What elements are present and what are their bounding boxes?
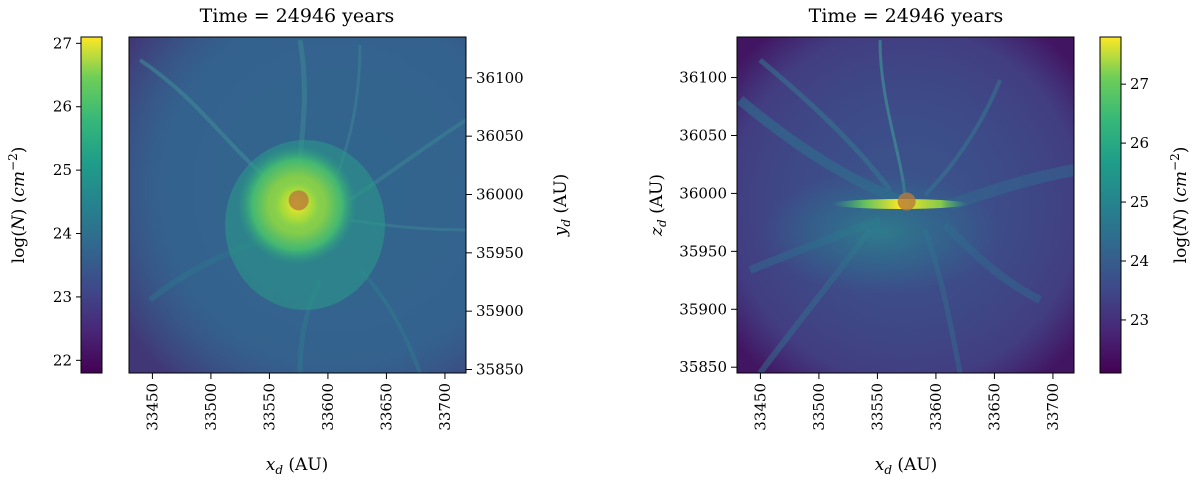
panel-right-y-tick-label: 35950 [679, 242, 727, 260]
panel-right-colorbar [1099, 36, 1122, 374]
panel-right-envelope [760, 170, 1000, 294]
panel-right-y-tick-label: 36100 [679, 69, 727, 87]
panel-left-y-tick-label: 36100 [476, 69, 524, 87]
panel-right-x-tick-label: 33600 [927, 383, 945, 431]
panel-right-x-tick-label: 33550 [868, 383, 886, 431]
panel-left-y-tick-label: 36000 [476, 186, 524, 204]
panel-right-colorbar-tick-label: 26 [1130, 134, 1149, 152]
panel-right-y-ticks: 35850 35900 35950 36000 36050 36100 [679, 69, 737, 376]
panel-left-colorbar-tick-label: 24 [53, 225, 72, 243]
panel-right-colorbar-ticks: 23 24 25 26 27 [1121, 75, 1149, 329]
panel-right-y-tick-label: 36050 [679, 126, 727, 144]
panel-left-colorbar-tick-label: 27 [53, 34, 72, 52]
panel-right-title: Time = 24946 years [809, 5, 1004, 27]
panel-left-ylabel: yd (AU) [551, 174, 573, 238]
panel-right-y-tick-label: 36000 [679, 184, 727, 202]
panel-left: Time = 24946 years 33450 33500 33550 33600 3… [6, 5, 573, 477]
panel-left-colorbar-ticks: 22 23 24 25 26 27 [53, 34, 81, 369]
panel-right-x-tick-label: 33500 [810, 383, 828, 431]
panel-left-x-tick-label: 33650 [377, 383, 395, 431]
panel-left-x-ticks: 33450 33500 33550 33600 33650 33700 [143, 373, 454, 431]
panel-right-y-tick-label: 35900 [679, 300, 727, 318]
panel-left-x-tick-label: 33700 [436, 383, 454, 431]
panel-right-xlabel: xd (AU) [875, 455, 938, 477]
panel-left-colorbar-tick-label: 26 [53, 98, 72, 116]
panel-right: Time = 24946 years 33450 33500 33550 33600 3… [647, 5, 1191, 477]
panel-right-x-ticks: 33450 33500 33550 33600 33650 33700 [751, 373, 1062, 431]
panel-left-colorbar-tick-label: 25 [53, 161, 72, 179]
panel-left-y-tick-label: 35900 [476, 302, 524, 320]
panel-left-y-tick-label: 35950 [476, 244, 524, 262]
panel-right-x-tick-label: 33700 [1044, 383, 1062, 431]
panel-left-xlabel: xd (AU) [266, 455, 329, 477]
panel-left-x-tick-label: 33550 [260, 383, 278, 431]
panel-left-y-tick-label: 35850 [476, 361, 524, 379]
panel-right-colorbar-tick-label: 24 [1130, 252, 1149, 270]
panel-left-colorbar [80, 36, 103, 374]
panel-left-colorbar-tick-label: 23 [53, 288, 72, 306]
panel-right-colorbar-tick-label: 27 [1130, 75, 1149, 93]
panel-left-x-tick-label: 33500 [202, 383, 220, 431]
panel-left-y-tick-label: 36050 [476, 127, 524, 145]
panel-right-star-marker [897, 192, 916, 211]
panel-left-x-tick-label: 33450 [143, 383, 161, 431]
panel-right-ylabel: zd (AU) [647, 174, 669, 237]
panel-right-colorbar-tick-label: 23 [1130, 311, 1149, 329]
panel-right-y-tick-label: 35850 [679, 358, 727, 376]
panel-right-colorbar-label: log(N) (cm−2) [1168, 147, 1191, 264]
panel-left-colorbar-tick-label: 22 [53, 351, 72, 369]
panel-left-title: Time = 24946 years [200, 5, 395, 27]
panel-left-x-tick-label: 33600 [319, 383, 337, 431]
panel-right-colorbar-tick-label: 25 [1130, 193, 1149, 211]
panel-left-colorbar-label: log(N) (cm−2) [6, 147, 29, 264]
panel-right-x-tick-label: 33450 [751, 383, 769, 431]
panel-left-star-marker [288, 190, 309, 211]
panel-right-x-tick-label: 33650 [985, 383, 1003, 431]
panel-left-y-ticks: 35850 35900 35950 36000 36050 36100 [466, 69, 524, 379]
